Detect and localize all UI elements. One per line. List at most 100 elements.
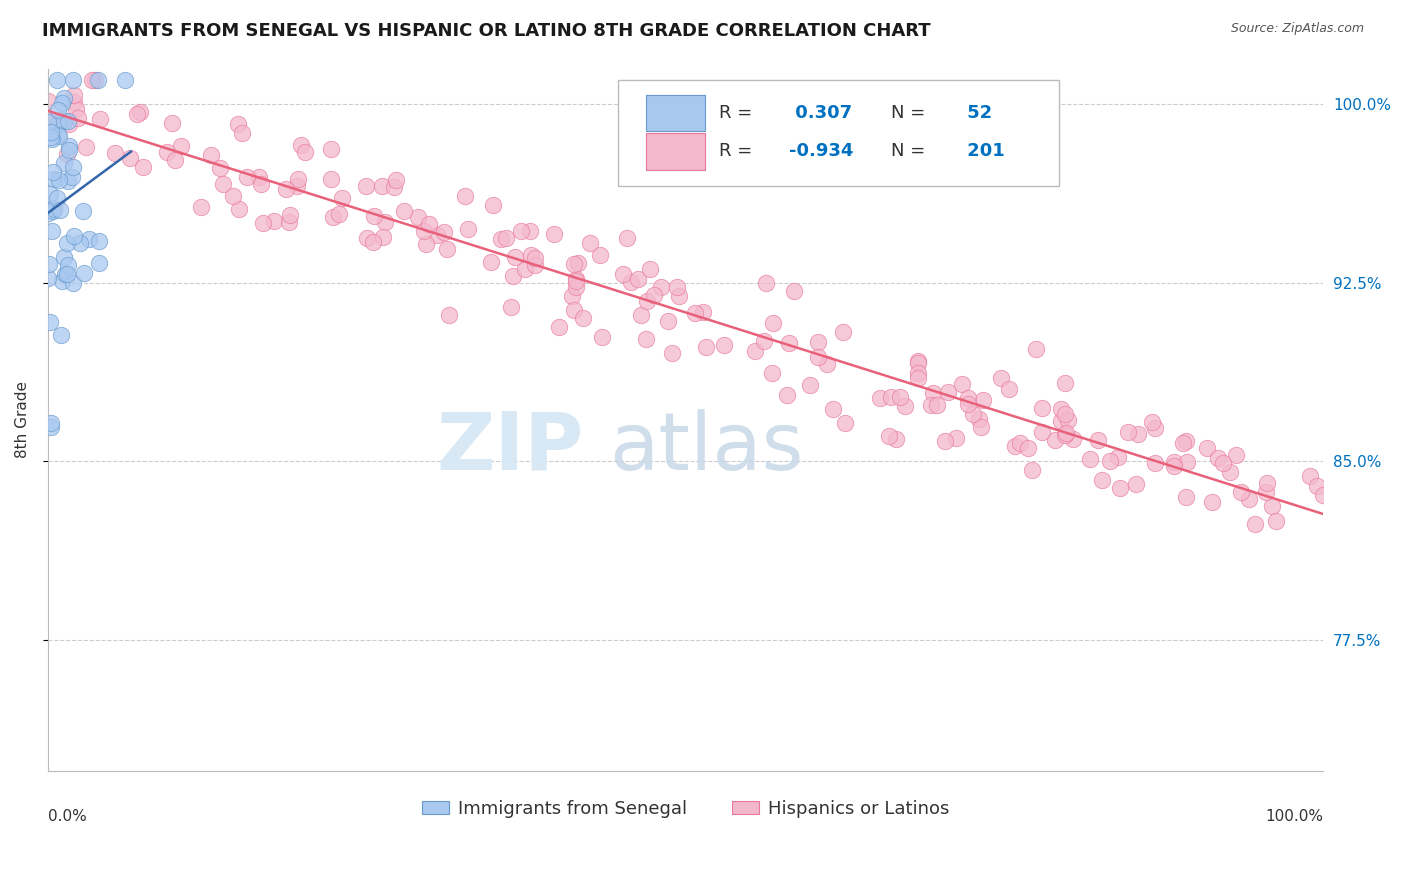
Point: [636, 294, 658, 309]
Point: [1298, 468, 1320, 483]
Point: [62, 88, 84, 103]
Point: [561, 289, 583, 303]
Point: [1197, 442, 1219, 456]
Point: [713, 338, 735, 352]
Point: [37, 115, 59, 129]
Point: [120, 152, 142, 166]
Point: [564, 303, 586, 318]
Point: [371, 179, 394, 194]
Point: [564, 274, 586, 288]
Point: [385, 173, 408, 187]
Point: [519, 248, 541, 262]
Point: [1125, 476, 1147, 491]
Point: [165, 153, 187, 167]
Legend: Immigrants from Senegal, Hispanics or Latinos: Immigrants from Senegal, Hispanics or La…: [415, 792, 957, 825]
Point: [382, 179, 405, 194]
Point: [39, 420, 62, 434]
Point: [406, 210, 429, 224]
Point: [565, 280, 588, 294]
Point: [565, 272, 588, 286]
Point: [89, 235, 111, 249]
Point: [170, 139, 193, 153]
Point: [1163, 458, 1185, 473]
Point: [543, 227, 565, 241]
Text: ZIP: ZIP: [436, 409, 583, 487]
Point: [263, 214, 285, 228]
Point: [294, 145, 316, 160]
Point: [612, 267, 634, 281]
Point: [80, 73, 103, 87]
Point: [104, 146, 127, 161]
Point: [129, 104, 152, 119]
Text: -0.934: -0.934: [789, 143, 853, 161]
FancyBboxPatch shape: [647, 95, 704, 131]
Point: [754, 276, 776, 290]
FancyBboxPatch shape: [647, 133, 704, 169]
Point: [1264, 514, 1286, 528]
Point: [1143, 456, 1166, 470]
Point: [1057, 413, 1080, 427]
Point: [319, 172, 342, 186]
Point: [53, 91, 76, 105]
Point: [567, 256, 589, 270]
Point: [1054, 428, 1077, 442]
Y-axis label: 8th Grade: 8th Grade: [15, 381, 30, 458]
Point: [821, 402, 844, 417]
Point: [374, 215, 396, 229]
Point: [212, 177, 235, 191]
Text: N =: N =: [891, 103, 931, 121]
Point: [39, 125, 62, 139]
Point: [222, 189, 245, 203]
Point: [1050, 401, 1073, 416]
Point: [1175, 490, 1198, 504]
Point: [42, 202, 65, 217]
Point: [58, 117, 80, 131]
Point: [276, 182, 298, 196]
Point: [1206, 451, 1229, 466]
Point: [356, 231, 378, 245]
Point: [250, 177, 273, 191]
Point: [572, 310, 595, 325]
Point: [638, 262, 661, 277]
Point: [38, 314, 60, 328]
Point: [1025, 342, 1047, 356]
Point: [1062, 432, 1084, 446]
Point: [907, 367, 929, 381]
Point: [945, 431, 967, 445]
Point: [89, 256, 111, 270]
Point: [278, 208, 301, 222]
Text: Source: ZipAtlas.com: Source: ZipAtlas.com: [1230, 22, 1364, 36]
Point: [72, 203, 94, 218]
Point: [62, 277, 84, 291]
Point: [778, 336, 800, 351]
Point: [63, 95, 86, 110]
Point: [783, 284, 806, 298]
Point: [42, 203, 65, 218]
Point: [1201, 495, 1223, 509]
Point: [41, 224, 63, 238]
Point: [89, 112, 111, 127]
Point: [1031, 425, 1053, 440]
Point: [46, 73, 69, 87]
Point: [893, 399, 915, 413]
Point: [630, 308, 652, 322]
Text: R =: R =: [718, 103, 758, 121]
Point: [591, 329, 613, 343]
Point: [657, 314, 679, 328]
Text: 52: 52: [962, 103, 993, 121]
Point: [834, 416, 856, 430]
Point: [695, 340, 717, 354]
Point: [56, 259, 79, 273]
Point: [889, 390, 911, 404]
Point: [523, 258, 546, 272]
Point: [52, 114, 75, 128]
Point: [990, 371, 1012, 385]
Point: [503, 251, 526, 265]
Point: [51, 95, 73, 110]
Point: [454, 189, 477, 203]
Point: [49, 328, 72, 343]
Point: [1053, 407, 1076, 421]
Point: [636, 332, 658, 346]
Point: [38, 112, 60, 126]
Point: [252, 216, 274, 230]
